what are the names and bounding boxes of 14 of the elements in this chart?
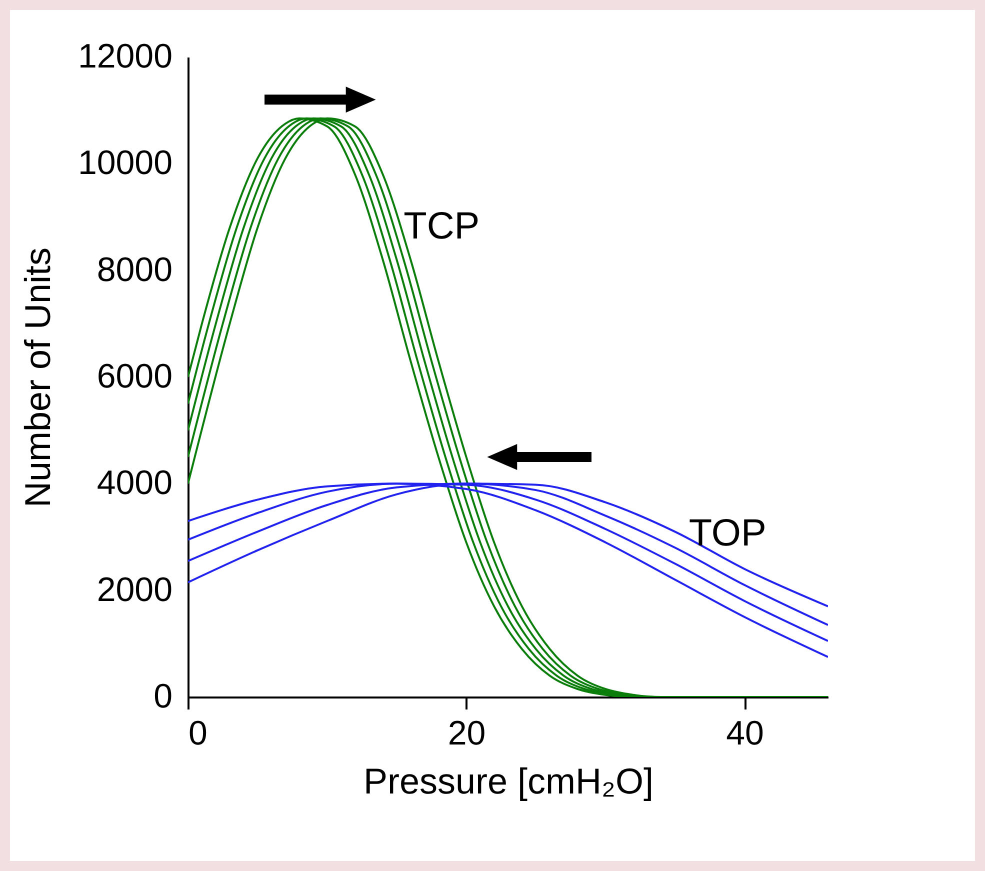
y-tick-label: 12000 bbox=[78, 38, 172, 76]
x-tick-label: 20 bbox=[448, 714, 486, 752]
annotation: TCP bbox=[404, 206, 480, 248]
y-tick-label: 2000 bbox=[96, 570, 172, 609]
y-tick-label: 6000 bbox=[96, 358, 172, 396]
y-tick-label: 8000 bbox=[96, 250, 172, 289]
y-tick-label: 10000 bbox=[78, 144, 172, 182]
y-tick-label: 0 bbox=[154, 678, 172, 716]
x-tick-label: 0 bbox=[188, 714, 208, 752]
x-tick-label: 40 bbox=[726, 714, 764, 752]
y-tick-label: 4000 bbox=[96, 464, 172, 502]
x-axis-title: Pressure [cmH₂O] bbox=[363, 760, 654, 802]
y-axis-title: Number of Units bbox=[16, 247, 58, 508]
annotation: TOP bbox=[688, 512, 766, 554]
